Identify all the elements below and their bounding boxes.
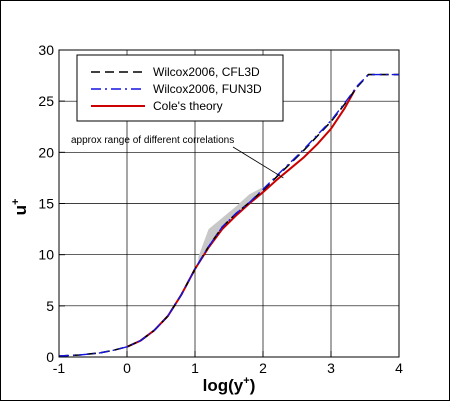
series-line-1	[59, 73, 399, 357]
y-tick-labels: 0 5 10 15 20 25 30	[38, 42, 54, 365]
y-tick-label: 15	[38, 196, 54, 212]
legend-entry-label: Wilcox2006, CFL3D	[153, 65, 260, 79]
correlation-range-band	[198, 187, 263, 265]
y-tick-label: 0	[46, 349, 54, 365]
x-tick-label: 3	[327, 360, 335, 376]
y-tick-label: 20	[38, 144, 54, 160]
x-tick-label: 4	[395, 360, 403, 376]
band-annotation: approx range of different correlations	[71, 135, 284, 179]
annotation-pointer	[232, 146, 284, 179]
x-tick-label: 1	[191, 360, 199, 376]
x-tick-label: -1	[53, 360, 66, 376]
y-tick-label: 5	[46, 298, 54, 314]
y-tick-label: 10	[38, 247, 54, 263]
legend: Wilcox2006, CFL3D Wilcox2006, FUN3D Cole's…	[76, 54, 284, 122]
y-tick-label: 30	[38, 42, 54, 58]
x-axis-label: log(y+)	[203, 375, 256, 395]
y-tick-label: 25	[38, 93, 54, 109]
legend-entry-label: Cole's theory	[153, 99, 223, 113]
legend-box	[76, 54, 284, 122]
x-tick-label: 2	[259, 360, 267, 376]
axis-ticks	[58, 49, 400, 358]
y-axis-label: u+	[10, 199, 30, 216]
x-tick-label: 0	[123, 360, 131, 376]
legend-entry-label: Wilcox2006, FUN3D	[153, 82, 262, 96]
x-tick-labels: -1 0 1 2 3 4	[53, 360, 403, 376]
annotation-text: approx range of different correlations	[71, 135, 234, 146]
